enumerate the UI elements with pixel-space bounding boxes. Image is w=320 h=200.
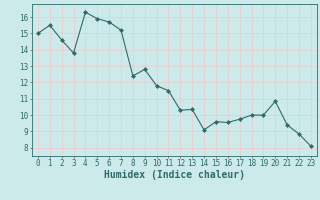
X-axis label: Humidex (Indice chaleur): Humidex (Indice chaleur) (104, 170, 245, 180)
